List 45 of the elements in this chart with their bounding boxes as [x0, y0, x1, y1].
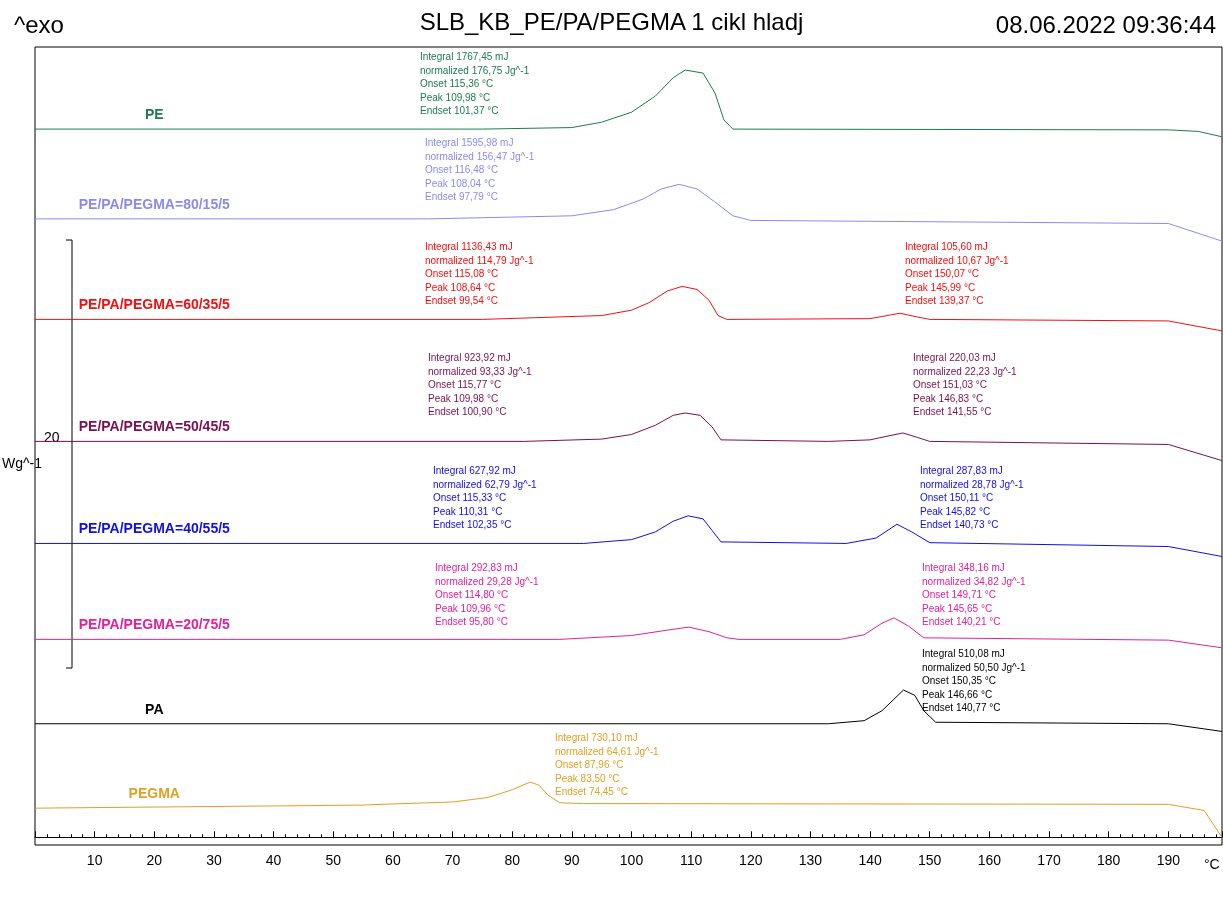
x-tick-label: 90 — [564, 852, 580, 868]
annotation: Integral 510,08 mJ normalized 50,50 Jg^-1 Onset 150,35 °C Peak 146,66 °C Endset 140,77 °C — [922, 648, 1027, 714]
annotation: Integral 105,60 mJ normalized 10,67 Jg^-1 Onset 150,07 °C Peak 145,99 °C Endset 139,37 °C — [905, 241, 1010, 307]
series-label: PA — [145, 700, 164, 717]
annotation: Integral 923,92 mJ normalized 93,33 Jg^-1 Onset 115,77 °C Peak 109,98 °C Endset 100,90 °C — [428, 352, 533, 418]
x-tick-label: 80 — [504, 852, 521, 868]
text: ^exo — [14, 10, 64, 38]
series-label: PE/PA/PEGMA=50/45/5 — [78, 418, 231, 435]
x-tick-label: 190 — [1156, 852, 1181, 868]
series-label: PE — [144, 106, 164, 123]
x-tick-label: 130 — [798, 852, 823, 868]
annotation: Integral 1136,43 mJ normalized 114,79 Jg^-1 Onset 115,08 °C Peak 108,64 °C Endset 99,54 °C — [425, 241, 534, 307]
x-tick-label: 120 — [739, 852, 763, 868]
x-tick-label: 110 — [679, 852, 703, 868]
x-tick-label: 40 — [265, 852, 282, 868]
annotation: Integral 348,16 mJ normalized 34,82 Jg^-1 Onset 149,71 °C Peak 145,65 °C Endset 140,21 °C — [922, 562, 1027, 628]
x-tick-label: 10 — [86, 852, 103, 868]
annotation: Integral 220,03 mJ normalized 22,23 Jg^-1 Onset 151,03 °C Peak 146,83 °C Endset 141,55 °C — [913, 352, 1018, 418]
x-tick-label: 140 — [858, 852, 882, 868]
x-tick-label: 20 — [146, 852, 163, 868]
x-tick-label: 180 — [1096, 852, 1121, 868]
x-tick-label: 160 — [977, 852, 1002, 868]
annotation: Integral 287,83 mJ normalized 28,78 Jg^-1 Onset 150,11 °C Peak 145,82 °C Endset 140,73 °C — [920, 465, 1025, 531]
series-label: PE/PA/PEGMA=80/15/5 — [78, 195, 231, 212]
x-tick-label: 50 — [325, 852, 342, 868]
chart-title: SLB_KB_PE/PA/PEGMA 1 cikl hladj — [419, 7, 804, 35]
x-tick-label: 170 — [1037, 852, 1061, 868]
annotation: 20 — [44, 429, 60, 445]
annotation: Integral 1767,45 mJ normalized 176,75 Jg^-1 Onset 115,36 °C Peak 109,98 °C Endset 101,37 °C — [420, 51, 530, 117]
annotation: Integral 627,92 mJ normalized 62,79 Jg^-1 Onset 115,33 °C Peak 110,31 °C Endset 102,35 °C — [433, 465, 538, 531]
x-axis-title: °C — [1204, 856, 1220, 873]
y-axis-title: Wg^-1 — [2, 455, 43, 471]
x-tick-label: 150 — [918, 852, 942, 868]
text: 08.06.2022 09:36:44 — [995, 10, 1216, 38]
annotation: Integral 292,83 mJ normalized 29,28 Jg^-1 Onset 114,80 °C Peak 109,96 °C Endset 95,80 °C — [435, 562, 540, 628]
series-label: PEGMA — [128, 785, 180, 802]
series-label: PE/PA/PEGMA=40/55/5 — [78, 520, 231, 537]
x-tick-label: 60 — [385, 852, 401, 868]
series-label: PE/PA/PEGMA=20/75/5 — [78, 616, 231, 633]
annotation: Integral 1595,98 mJ normalized 156,47 Jg^-1 Onset 116,48 °C Peak 108,04 °C Endset 97,79 °C — [425, 137, 535, 203]
x-tick-label: 70 — [444, 852, 461, 868]
x-tick-label: 100 — [619, 852, 644, 868]
series-label: PE/PA/PEGMA=60/35/5 — [78, 296, 231, 313]
x-tick-label: 30 — [206, 852, 222, 868]
annotation: Integral 730,10 mJ normalized 64,61 Jg^-1 Onset 87,96 °C Peak 83,50 °C Endset 74,45 °C — [555, 732, 660, 798]
